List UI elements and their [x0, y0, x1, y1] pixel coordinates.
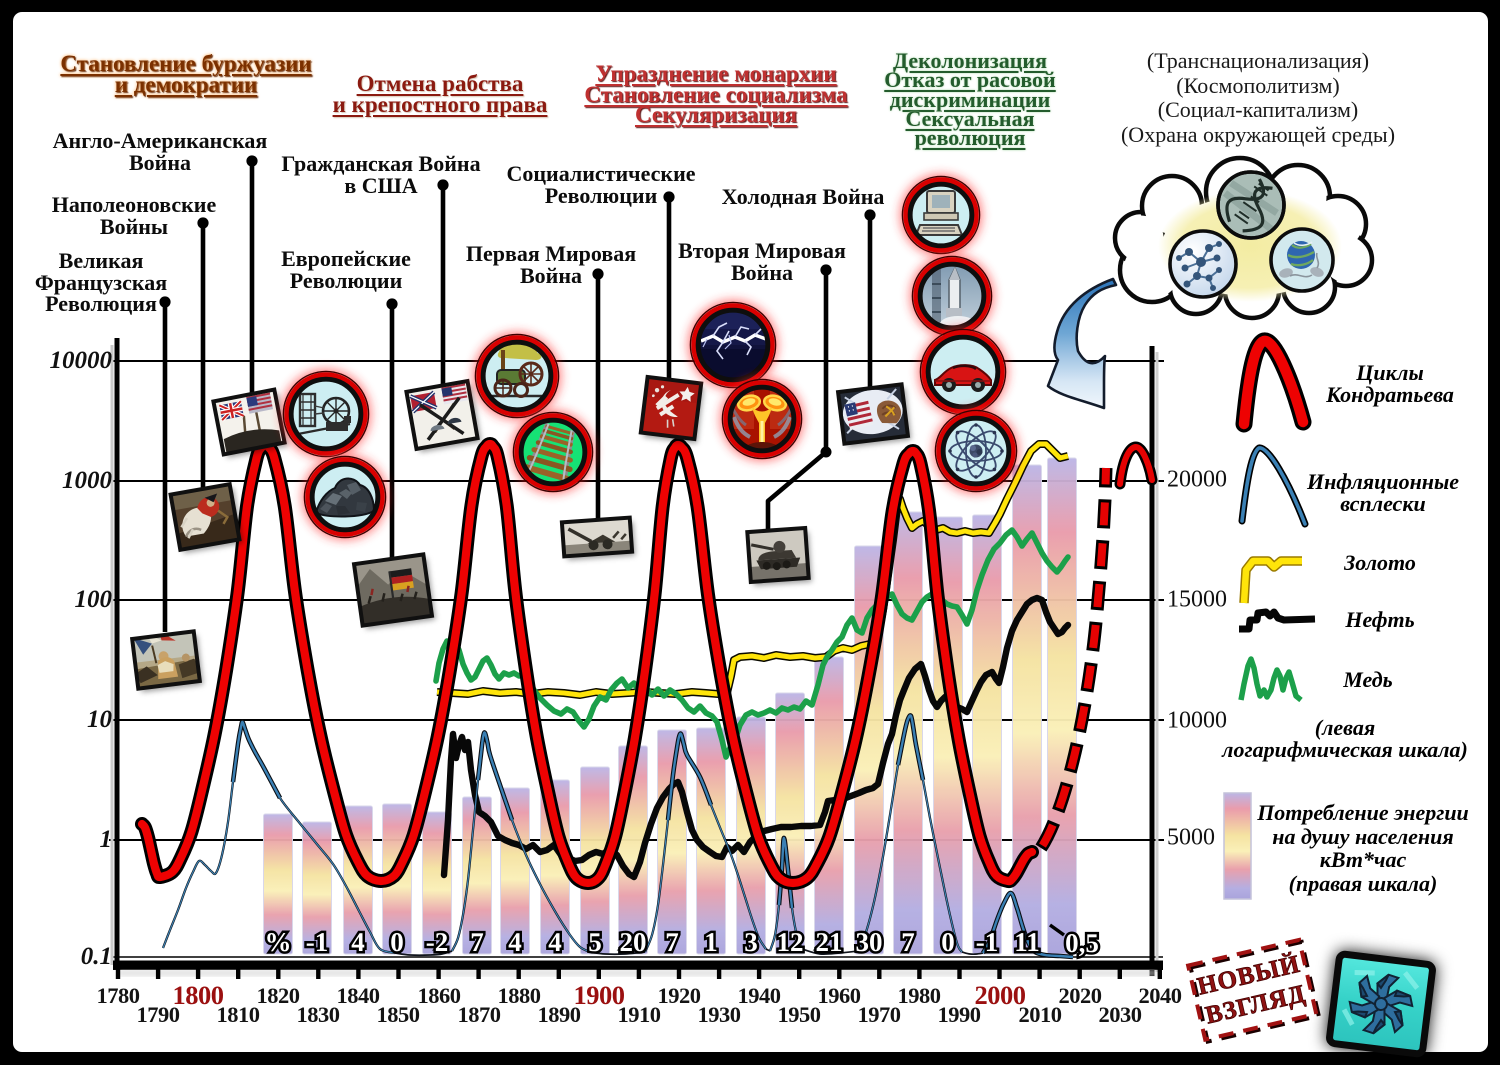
svg-text:12: 12: [777, 927, 804, 957]
svg-text:%: %: [265, 927, 292, 957]
svg-text:0: 0: [941, 927, 955, 957]
svg-text:20: 20: [620, 927, 647, 957]
svg-text:4: 4: [548, 927, 562, 957]
svg-text:4: 4: [508, 927, 522, 957]
svg-text:7: 7: [665, 927, 679, 957]
svg-text:-1: -1: [976, 927, 999, 957]
svg-text:0: 0: [390, 927, 404, 957]
svg-text:-2: -2: [426, 927, 449, 957]
svg-text:3: 3: [744, 927, 758, 957]
svg-text:-1: -1: [306, 927, 329, 957]
svg-text:21: 21: [816, 927, 843, 957]
svg-text:30: 30: [856, 927, 883, 957]
svg-text:0,5: 0,5: [1065, 928, 1099, 958]
svg-text:7: 7: [470, 927, 484, 957]
svg-text:7: 7: [901, 927, 915, 957]
svg-text:1: 1: [704, 927, 718, 957]
svg-text:4: 4: [351, 927, 365, 957]
svg-text:5: 5: [588, 927, 602, 957]
svg-text:11: 11: [1014, 927, 1040, 957]
